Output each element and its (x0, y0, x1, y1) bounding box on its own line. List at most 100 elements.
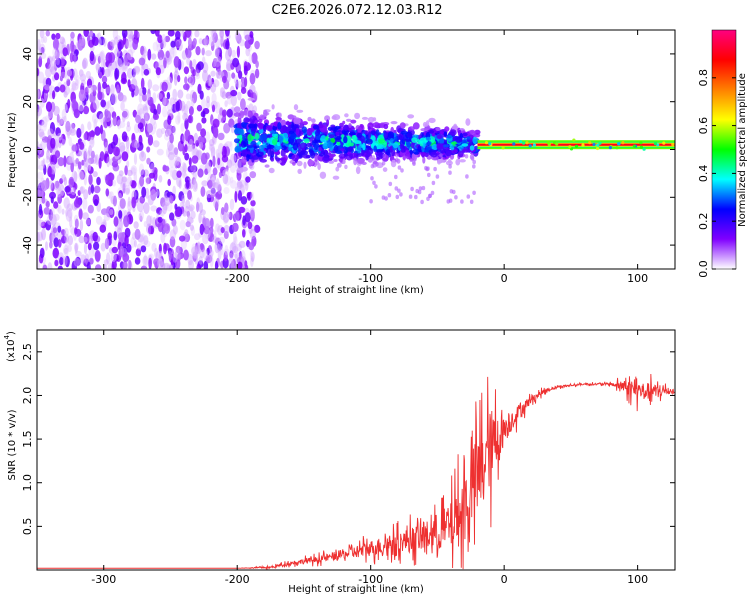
spectrogram-cell (198, 202, 203, 214)
spectrogram-cell (173, 56, 180, 68)
spectrogram-cell (132, 39, 139, 50)
spectrogram-cell (37, 219, 42, 231)
spectrogram-cell (69, 225, 75, 234)
spectrogram-cell (226, 108, 233, 118)
spectrogram-cell (143, 240, 151, 248)
spectrogram-cell (237, 261, 243, 269)
spectrogram-cell (300, 150, 308, 156)
spectrogram-cell (49, 122, 56, 134)
x-tick-label: 100 (627, 272, 648, 285)
spectrogram-cell (212, 79, 220, 88)
spectrogram-cell (87, 85, 94, 93)
spectrogram-cell (202, 249, 209, 260)
spectrogram-cell (145, 173, 150, 186)
figure-title: C2E6.2026.072.12.03.R12 (271, 3, 442, 18)
spectrogram-cell (41, 180, 48, 192)
spectrogram-cell (240, 87, 247, 94)
spectrogram-cell (160, 197, 166, 208)
spectrogram-cell (40, 221, 47, 229)
spectrogram-cell (54, 48, 60, 61)
spectrogram-cell (73, 183, 78, 190)
spectrogram-cell (251, 131, 255, 136)
spectrogram-cell (176, 175, 182, 188)
spectrogram-cell (196, 104, 203, 112)
spectrogram-cell (240, 111, 245, 116)
spectrogram-cell (388, 181, 393, 187)
spectrogram-cell (93, 199, 99, 207)
spectrogram-cell (146, 215, 152, 227)
spectrogram-cell (158, 175, 163, 183)
spectrogram-cell (82, 236, 88, 243)
spectrogram-cell (343, 145, 349, 154)
spectrogram-cell (372, 180, 376, 185)
spectrogram-cell (85, 70, 91, 79)
spectrogram-cell (43, 84, 50, 94)
spectrogram-cell (80, 79, 86, 87)
spectrogram-cell (64, 233, 69, 243)
spectrogram-cell (223, 250, 228, 262)
spectrogram-cell (247, 110, 253, 118)
spectrogram-cell (357, 145, 362, 154)
spectrogram-cell (191, 155, 199, 164)
spectrogram-cell (306, 128, 313, 136)
spectrogram-cell (37, 231, 43, 242)
spectrogram-cell (61, 208, 65, 215)
spectrogram-cell (246, 154, 250, 162)
spectrogram-cell (46, 149, 50, 160)
spectrogram-cell (316, 126, 320, 134)
spectrogram-cell (222, 212, 230, 223)
spectrogram-cell (81, 159, 85, 166)
spectrogram-cell (188, 157, 192, 167)
spectrogram-cell (88, 163, 92, 171)
spectrogram-cell (45, 241, 48, 251)
spectrogram-cell (433, 166, 437, 172)
spectrogram-cell (448, 164, 452, 169)
spectrogram-cell (37, 231, 41, 243)
spectrogram-cell (198, 212, 202, 224)
spectrogram-cell (187, 115, 192, 124)
spectrogram-cell (237, 190, 242, 201)
spectrogram-cell (107, 65, 114, 78)
spectrogram-cell (153, 258, 160, 266)
spectrogram-cell (122, 183, 126, 194)
spectrogram-cell (399, 122, 406, 129)
spectrogram-cell (214, 101, 221, 114)
spectrogram-cell (217, 132, 225, 141)
spectrogram-cell (133, 221, 139, 229)
spectrogram-cell (249, 84, 256, 94)
spectrogram-cell (187, 253, 194, 266)
spectrogram-cell (78, 208, 83, 220)
spectrogram-cell (126, 160, 130, 168)
spectrogram-cell (128, 34, 133, 42)
spectrogram-cell (127, 79, 131, 88)
spectrogram-cell (202, 234, 209, 245)
spectrogram-cell (211, 136, 216, 144)
spectrogram-cell (195, 73, 201, 80)
spectrogram-cell (120, 176, 127, 188)
spectrogram-cell (131, 196, 136, 209)
spectrogram-cell (196, 263, 201, 269)
spectrogram-cell (77, 101, 85, 112)
spectrogram-cell (592, 142, 596, 147)
spectrogram-cell (239, 166, 248, 172)
spectrogram-cell (186, 100, 191, 110)
spectrogram-cell (102, 81, 108, 89)
spectrogram-cell (184, 144, 188, 153)
spectrogram-cell (394, 174, 398, 180)
spectrogram-cell (166, 91, 171, 100)
spectrogram-cell (234, 253, 238, 263)
spectrogram-cell (233, 106, 241, 113)
x-tick-label: 0 (501, 272, 508, 285)
spectrogram-cell (184, 111, 188, 120)
spectrogram-cell (150, 205, 158, 212)
spectrogram-cell (90, 150, 95, 159)
spectrogram-cell (180, 133, 185, 145)
colorbar-tick-label: 0.6 (697, 117, 710, 135)
spectrogram-cell (221, 109, 227, 117)
spectrogram-cell (115, 115, 121, 127)
spectrogram-cell (49, 61, 55, 70)
spectrogram-cell (63, 91, 68, 98)
spectrogram-cell (383, 123, 389, 130)
spectrogram-cell (296, 160, 303, 167)
spectrogram-cell (232, 154, 237, 162)
